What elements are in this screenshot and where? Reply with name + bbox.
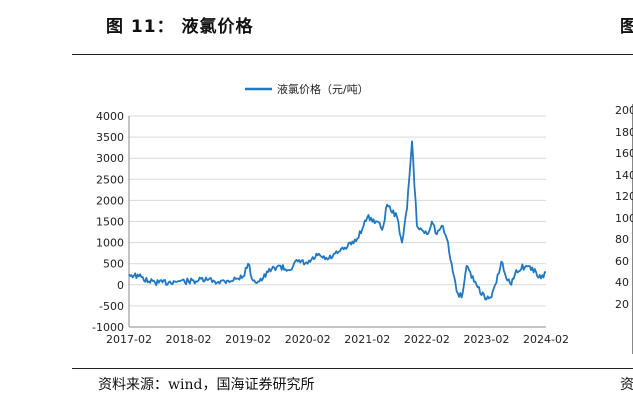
source-rule — [72, 368, 633, 369]
adjacent-figure-tick-label: 80 — [615, 233, 629, 246]
title-rule — [72, 54, 633, 55]
y-tick-label: 500 — [103, 258, 124, 271]
y-tick-label: 4000 — [96, 110, 124, 123]
axes — [128, 116, 546, 328]
y-tick-label: 3500 — [96, 131, 124, 144]
y-tick-label: 1500 — [96, 216, 124, 229]
adjacent-figure-tick-label: 180 — [615, 125, 633, 139]
adjacent-figure-source-fragment: 资料 — [620, 377, 633, 393]
adjacent-figure-axis-fragment: 200 180 160 140 120 100 80 60 40 20 — [613, 104, 633, 354]
y-tick-label: 1000 — [96, 237, 124, 250]
x-tick-label: 2020-02 — [285, 333, 331, 346]
adjacent-figure-tick-label: 160 — [615, 147, 633, 160]
adjacent-figure-tick-label: 200 — [615, 104, 633, 117]
x-tick-label: 2018-02 — [166, 333, 212, 346]
x-tick-labels: 2017-02 2018-02 2019-02 2020-02 2021-02 2022-… — [106, 333, 569, 346]
adjacent-figure-tick-label: 140 — [615, 168, 633, 182]
y-tick-label: 0 — [117, 279, 124, 292]
x-tick-label: 2021-02 — [344, 333, 390, 346]
adjacent-figure-tick-label: 120 — [615, 190, 633, 203]
adjacent-figure-tick-label: 100 — [615, 211, 633, 225]
series-lines — [128, 140, 546, 301]
adjacent-figure-tick-label: 40 — [615, 276, 629, 289]
adjacent-figure-tick-label: 20 — [615, 297, 629, 311]
adjacent-figure-title-fragment: 图 — [620, 17, 633, 36]
y-tick-label: 3000 — [96, 152, 124, 165]
x-tick-label: 2023-02 — [463, 333, 509, 346]
y-tick-label: 2000 — [96, 194, 124, 207]
legend-label: 液氯价格（元/吨） — [277, 82, 369, 96]
x-tick-label: 2024-02 — [523, 333, 569, 346]
series-line — [128, 140, 546, 301]
y-tick-label: -500 — [99, 300, 124, 313]
source-note: 资料来源：wind，国海证券研究所 — [98, 377, 315, 393]
x-tick-label: 2022-02 — [404, 333, 450, 346]
x-tick-label: 2019-02 — [225, 333, 271, 346]
y-tick-label: -1000 — [92, 321, 124, 334]
y-tick-labels: -1000 -500 0 500 1000 1500 2000 2500 3000 3500 400… — [92, 110, 124, 334]
figure-title: 图 11： 液氯价格 — [106, 17, 254, 37]
x-tick-label: 2017-02 — [106, 333, 152, 346]
legend: 液氯价格（元/吨） — [245, 82, 369, 96]
adjacent-figure-tick-label: 60 — [615, 254, 629, 268]
y-tick-label: 2500 — [96, 173, 124, 186]
